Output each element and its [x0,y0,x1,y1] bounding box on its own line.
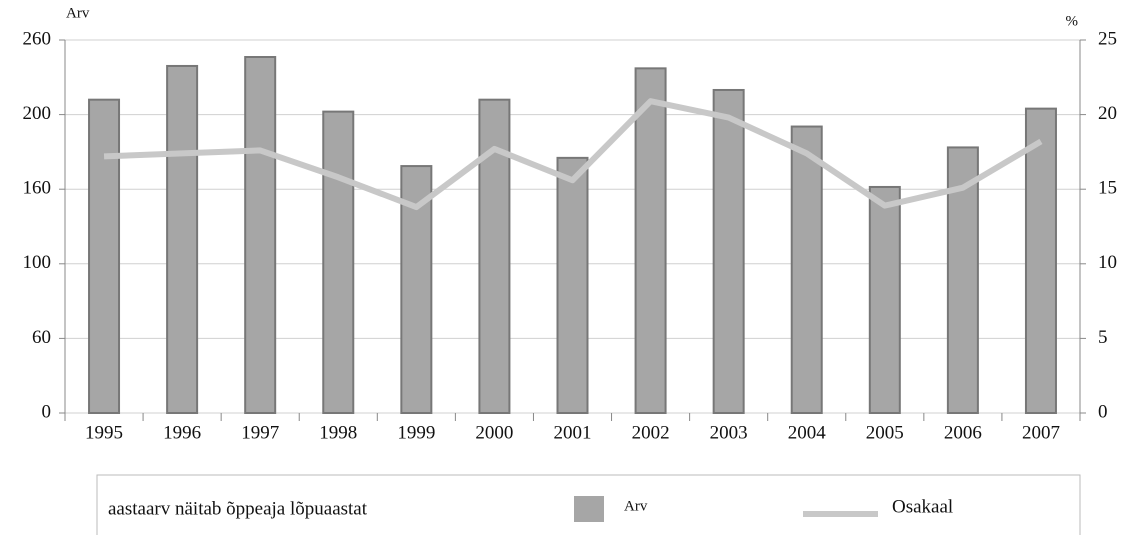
legend-swatch [574,496,604,522]
x-tick-label: 2003 [710,422,748,443]
bar [790,125,823,414]
bar [556,156,589,414]
x-tick-label: 2001 [554,422,592,443]
y-axis-label: Arv [66,5,90,21]
y2-tick-label: 25 [1098,28,1117,49]
line [103,98,1043,211]
legend-label: Arv [624,498,648,514]
legend-note: aastaarv näitab õppeaja lõpuaastat [108,498,368,519]
y2-tick-label: 5 [1098,327,1108,348]
bar [322,110,355,414]
bar [868,185,901,414]
x-tick-label: 2007 [1022,422,1060,443]
x-tick-label: 2006 [944,422,982,443]
x-tick-label: 1995 [85,422,123,443]
legend-box [96,474,1081,535]
y2-tick-label: 10 [1098,252,1117,273]
x-tick-label: 2002 [632,422,670,443]
bar [634,67,667,415]
bar [712,88,745,415]
y-tick-label: 0 [42,401,52,422]
bar [1024,107,1057,415]
x-tick-label: 1996 [163,422,201,443]
y-tick-label: 200 [23,103,52,124]
y2-axis-label: % [1066,13,1079,29]
x-tick-label: 2005 [866,422,904,443]
legend-label: Osakaal [892,496,953,517]
bar [166,64,199,415]
x-tick-label: 1997 [241,422,279,443]
x-tick-label: 2004 [788,422,827,443]
x-tick-label: 1998 [319,422,357,443]
y-tick-label: 260 [23,28,52,49]
x-tick-label: 1999 [397,422,435,443]
y-tick-label: 100 [23,252,52,273]
bar [244,56,277,415]
y2-tick-label: 0 [1098,401,1108,422]
y2-tick-label: 15 [1098,178,1117,199]
bar [88,98,121,415]
y-tick-label: 160 [23,178,52,199]
y2-tick-label: 20 [1098,103,1117,124]
y-tick-label: 60 [32,327,51,348]
x-tick-label: 2000 [475,422,513,443]
